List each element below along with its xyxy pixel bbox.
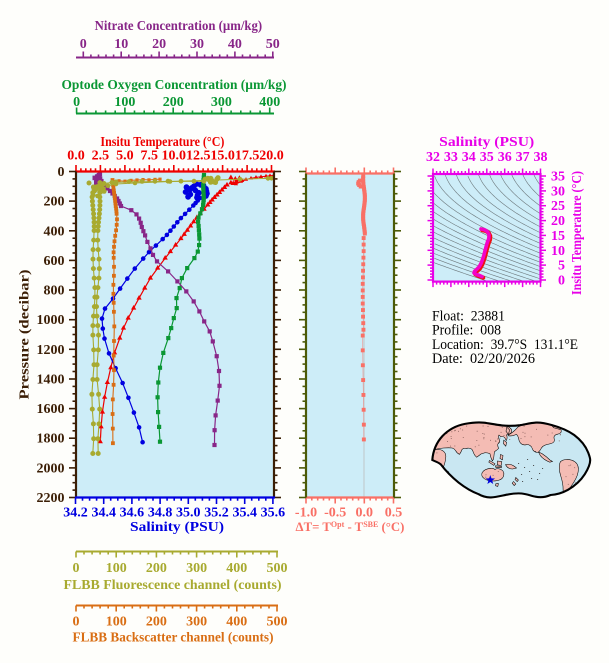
svg-text:100: 100 — [106, 615, 127, 630]
svg-text:400: 400 — [44, 224, 65, 239]
svg-text:400: 400 — [226, 615, 247, 630]
svg-text:300: 300 — [186, 615, 207, 630]
svg-text:1400: 1400 — [37, 373, 65, 388]
svg-text:-0.5: -0.5 — [324, 506, 346, 521]
svg-text:400: 400 — [226, 561, 247, 576]
svg-text:10: 10 — [114, 37, 128, 52]
svg-text:ΔT= TOpt - TSBE (°C): ΔT= TOpt - TSBE (°C) — [296, 520, 405, 534]
svg-text:35.2: 35.2 — [204, 506, 229, 521]
svg-text:20: 20 — [551, 214, 565, 229]
svg-text:Optode Oxygen Concentration (µ: Optode Oxygen Concentration (µm/kg) — [62, 78, 287, 93]
svg-text:5: 5 — [558, 259, 565, 274]
svg-text:100: 100 — [106, 561, 127, 576]
svg-text:35: 35 — [480, 150, 494, 165]
svg-text:38: 38 — [534, 150, 548, 165]
svg-text:800: 800 — [44, 284, 65, 299]
svg-text:10: 10 — [551, 244, 565, 259]
svg-text:34.2: 34.2 — [63, 506, 88, 521]
svg-text:0.5: 0.5 — [385, 506, 403, 521]
svg-text:2000: 2000 — [37, 461, 65, 476]
svg-text:50: 50 — [266, 37, 280, 52]
svg-text:12.5: 12.5 — [186, 149, 211, 164]
svg-text:35: 35 — [551, 170, 565, 185]
svg-text:Location: 39.7°S 131.1°E: Location: 39.7°S 131.1°E — [432, 337, 578, 353]
svg-text:30: 30 — [190, 37, 204, 52]
svg-text:0: 0 — [73, 95, 80, 110]
svg-text:34.8: 34.8 — [148, 506, 173, 521]
svg-text:FLBB Fluorescence channel (cou: FLBB Fluorescence channel (counts) — [64, 578, 282, 593]
svg-text:Float: 23881: Float: 23881 — [432, 308, 505, 324]
svg-text:5.0: 5.0 — [116, 149, 134, 164]
svg-text:FLBB Backscatter channel (coun: FLBB Backscatter channel (counts) — [73, 631, 274, 646]
svg-text:Insitu Temperature (°C): Insitu Temperature (°C) — [570, 171, 585, 295]
svg-text:0: 0 — [58, 165, 65, 180]
svg-text:30: 30 — [551, 184, 565, 199]
svg-text:25: 25 — [551, 199, 565, 214]
svg-text:10.0: 10.0 — [162, 149, 187, 164]
svg-text:Salinity (PSU): Salinity (PSU) — [130, 520, 224, 535]
svg-text:500: 500 — [267, 615, 288, 630]
svg-text:0.0: 0.0 — [356, 506, 374, 521]
svg-text:0.0: 0.0 — [67, 149, 85, 164]
svg-text:100: 100 — [114, 95, 135, 110]
svg-text:35.0: 35.0 — [176, 506, 201, 521]
svg-text:34: 34 — [462, 150, 476, 165]
svg-text:Salinity (PSU): Salinity (PSU) — [439, 135, 534, 150]
svg-text:0: 0 — [558, 274, 565, 289]
svg-text:17.5: 17.5 — [235, 149, 260, 164]
svg-text:1600: 1600 — [37, 402, 65, 417]
svg-text:20.0: 20.0 — [259, 149, 284, 164]
svg-text:500: 500 — [267, 561, 288, 576]
svg-text:35.6: 35.6 — [261, 506, 286, 521]
svg-text:1200: 1200 — [37, 343, 65, 358]
svg-text:200: 200 — [163, 95, 184, 110]
svg-text:15: 15 — [551, 229, 565, 244]
svg-text:Pressure (decibar): Pressure (decibar) — [18, 269, 33, 399]
svg-text:1800: 1800 — [37, 432, 65, 447]
svg-text:400: 400 — [259, 95, 280, 110]
svg-text:0: 0 — [73, 615, 80, 630]
svg-text:15.0: 15.0 — [210, 149, 235, 164]
svg-text:-1.0: -1.0 — [295, 506, 317, 521]
svg-text:37: 37 — [516, 150, 530, 165]
svg-text:0: 0 — [73, 561, 80, 576]
svg-text:600: 600 — [44, 254, 65, 269]
svg-text:20: 20 — [152, 37, 166, 52]
svg-text:34.4: 34.4 — [91, 506, 116, 521]
svg-text:32: 32 — [426, 150, 440, 165]
svg-text:300: 300 — [186, 561, 207, 576]
svg-text:Date: 02/20/2026: Date: 02/20/2026 — [432, 351, 535, 367]
svg-text:7.5: 7.5 — [141, 149, 159, 164]
svg-text:0: 0 — [80, 37, 87, 52]
svg-text:2200: 2200 — [37, 491, 65, 506]
svg-text:200: 200 — [44, 195, 65, 210]
svg-text:40: 40 — [228, 37, 242, 52]
svg-text:35.4: 35.4 — [232, 506, 257, 521]
svg-text:34.6: 34.6 — [120, 506, 145, 521]
svg-text:Insitu Temperature (°C): Insitu Temperature (°C) — [100, 135, 224, 150]
svg-text:300: 300 — [211, 95, 232, 110]
svg-text:36: 36 — [498, 150, 512, 165]
svg-text:200: 200 — [146, 615, 167, 630]
svg-text:200: 200 — [146, 561, 167, 576]
svg-text:Profile: 008: Profile: 008 — [432, 323, 501, 339]
svg-text:33: 33 — [444, 150, 458, 165]
svg-text:2.5: 2.5 — [92, 149, 110, 164]
svg-text:1000: 1000 — [37, 313, 65, 328]
svg-text:Nitrate Concentration (µm/kg): Nitrate Concentration (µm/kg) — [95, 19, 263, 34]
